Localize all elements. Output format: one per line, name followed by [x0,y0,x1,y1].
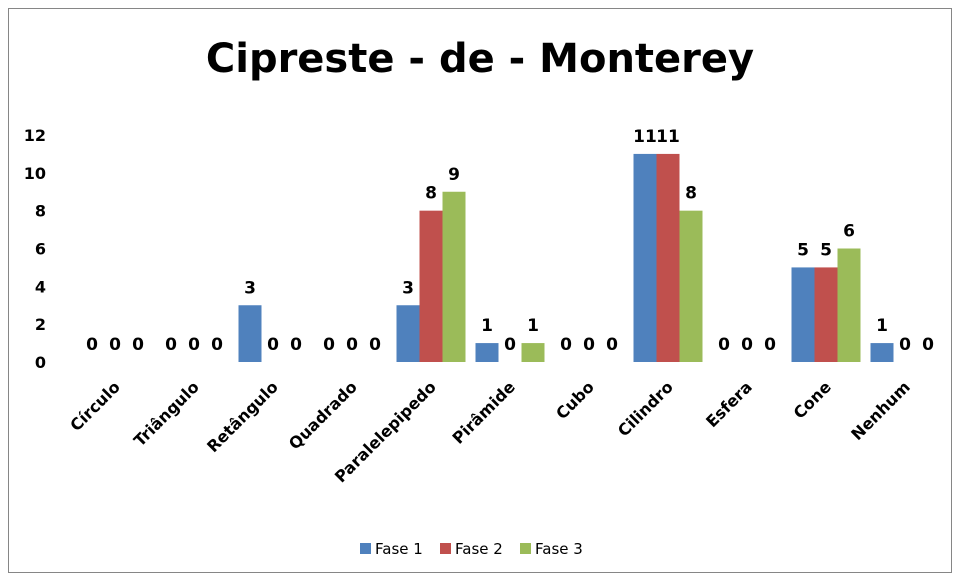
data-label: 5 [797,240,809,260]
data-label: 3 [402,278,414,298]
bar [521,343,545,362]
data-label: 8 [685,184,697,204]
legend-label: Fase 3 [535,540,583,558]
data-label: 0 [211,335,223,355]
legend-label: Fase 2 [455,540,503,558]
data-label: 0 [323,335,335,355]
data-label: 8 [425,184,437,204]
data-label: 5 [820,240,832,260]
data-label: 0 [560,335,572,355]
data-label: 1 [876,316,888,336]
bar [656,153,680,362]
data-label: 0 [346,335,358,355]
chart-title: Cipreste - de - Monterey [206,36,754,82]
data-label: 0 [267,335,279,355]
bar [396,305,420,362]
bar [475,343,499,362]
bar [633,153,657,362]
y-tick-label: 10 [24,164,46,183]
data-label: 11 [656,127,680,147]
data-label: 11 [633,127,657,147]
data-label: 9 [448,165,460,185]
bar [679,210,703,362]
y-tick-label: 8 [35,202,46,221]
data-label: 0 [583,335,595,355]
data-label: 6 [843,222,855,242]
data-label: 1 [481,316,493,336]
bar [837,248,861,362]
data-label: 0 [188,335,200,355]
data-label: 0 [86,335,98,355]
data-label: 0 [132,335,144,355]
data-label: 0 [504,335,516,355]
bar [442,191,466,362]
legend-label: Fase 1 [375,540,423,558]
legend-swatch [440,543,451,554]
bar [814,267,838,362]
bar [791,267,815,362]
data-label: 0 [764,335,776,355]
y-tick-label: 6 [35,240,46,259]
data-label: 0 [290,335,302,355]
data-label: 0 [741,335,753,355]
data-label: 0 [165,335,177,355]
legend-swatch [360,543,371,554]
bar [419,210,443,362]
data-label: 0 [718,335,730,355]
data-label: 0 [922,335,934,355]
data-label: 0 [109,335,121,355]
data-label: 0 [369,335,381,355]
y-tick-label: 12 [24,126,46,145]
y-tick-label: 4 [35,277,46,296]
data-label: 0 [606,335,618,355]
legend-swatch [520,543,531,554]
data-label: 0 [899,335,911,355]
y-tick-label: 2 [35,315,46,334]
data-label: 3 [244,278,256,298]
y-tick-label: 0 [35,353,46,372]
bar [870,343,894,362]
bar [238,305,262,362]
data-label: 1 [527,316,539,336]
